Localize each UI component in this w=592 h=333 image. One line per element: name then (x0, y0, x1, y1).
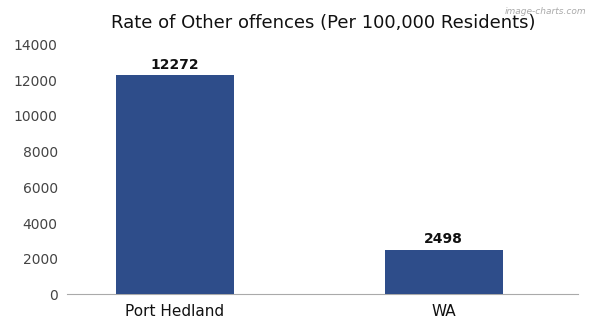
Text: 12272: 12272 (151, 58, 200, 72)
Text: 2498: 2498 (424, 232, 463, 246)
Bar (385, 250, 503, 294)
Title: Rate of Other offences (Per 100,000 Residents): Rate of Other offences (Per 100,000 Resi… (111, 14, 535, 32)
Text: image-charts.com: image-charts.com (504, 7, 586, 16)
Bar (116, 75, 234, 294)
